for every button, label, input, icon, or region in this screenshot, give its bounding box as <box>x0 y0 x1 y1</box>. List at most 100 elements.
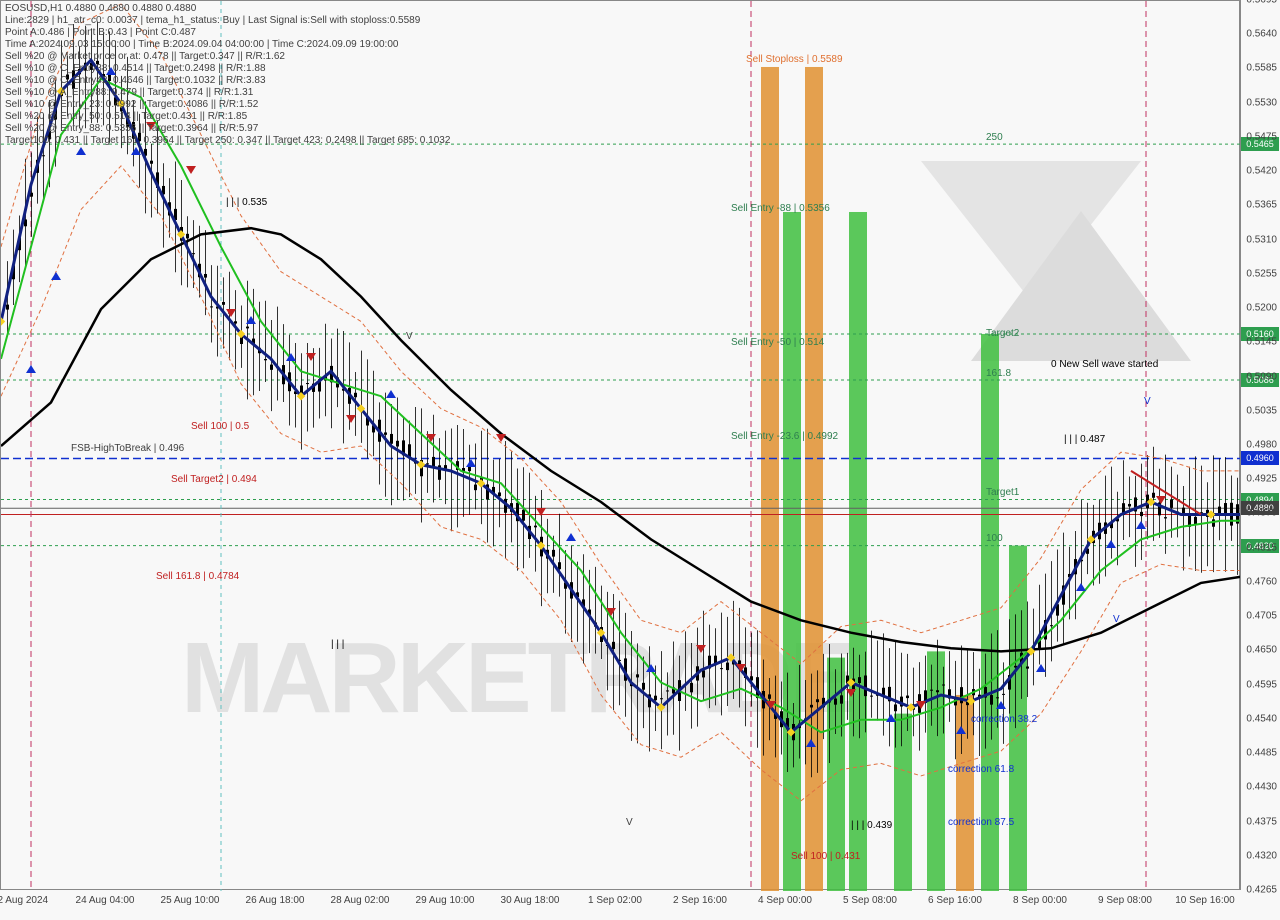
ytick-label: 0.4870 <box>1246 508 1277 519</box>
arrow-down-icon <box>1156 496 1166 506</box>
ytick-label: 0.4705 <box>1246 611 1277 622</box>
xtick-label: 28 Aug 02:00 <box>331 895 390 906</box>
ytick-label: 0.5200 <box>1246 303 1277 314</box>
xtick-label: 6 Sep 16:00 <box>928 895 982 906</box>
arrow-up-icon <box>806 737 816 747</box>
ytick-label: 0.4430 <box>1246 782 1277 793</box>
info-line: Line:2829 | h1_atr_c0: 0.0037 | tema_h1_… <box>5 15 420 26</box>
info-line: Sell %20 @ Entry_50: 0.514 || Target:0.4… <box>5 111 247 122</box>
plot-area[interactable]: MARKETRADE EOSUSD,H1 0.4880 0.4880 0.488… <box>0 0 1240 890</box>
info-line: Sell %10 @ Entry_23: 0.4992 || Target:0.… <box>5 99 258 110</box>
xtick-label: 5 Sep 08:00 <box>843 895 897 906</box>
ytick-label: 0.5035 <box>1246 405 1277 416</box>
xtick-label: 2 Sep 16:00 <box>673 895 727 906</box>
info-line: Time A:2024.09.03 15:00:00 | Time B:2024… <box>5 39 398 50</box>
arrow-up-icon <box>996 699 1006 709</box>
ytick-label: 0.4595 <box>1246 679 1277 690</box>
ytick-label: 0.4320 <box>1246 850 1277 861</box>
annotation-label: | | | <box>331 639 344 650</box>
annotation-label: | | | 0.439 <box>851 820 892 831</box>
arrow-up-icon <box>1076 581 1086 591</box>
xtick-label: 1 Sep 02:00 <box>588 895 642 906</box>
info-line: Point A:0.486 | Point B:0.43 | Point C:0… <box>5 27 196 38</box>
ytick-label: 0.4265 <box>1246 885 1277 896</box>
arrow-up-icon <box>466 457 476 467</box>
ytick-label: 0.5310 <box>1246 234 1277 245</box>
info-line: EOSUSD,H1 0.4880 0.4880 0.4880 0.4880 <box>5 3 196 14</box>
arrow-down-icon <box>496 434 506 444</box>
xtick-label: 30 Aug 18:00 <box>501 895 560 906</box>
annotation-label: Sell 161.8 | 0.4784 <box>156 571 239 582</box>
arrow-up-icon <box>26 363 36 373</box>
ytick-label: 0.5530 <box>1246 97 1277 108</box>
y-axis: 0.42650.43200.43750.44300.44850.45400.45… <box>1240 0 1280 890</box>
arrow-up-icon <box>1106 538 1116 548</box>
arrow-up-icon <box>386 388 396 398</box>
annotation-label: correction 38.2 <box>971 714 1037 725</box>
annotation-label: | | | 0.535 <box>226 197 267 208</box>
ytick-label: 0.5640 <box>1246 29 1277 40</box>
xtick-label: 29 Aug 10:00 <box>416 895 475 906</box>
annotation-label: Sell Entry -88 | 0.5356 <box>731 203 830 214</box>
arrow-up-icon <box>76 145 86 155</box>
arrow-down-icon <box>306 353 316 363</box>
xtick-label: 25 Aug 10:00 <box>161 895 220 906</box>
info-line: Target100: 0.431 || Target 161: 0.3964 |… <box>5 135 450 146</box>
annotation-label: 100 <box>986 533 1003 544</box>
annotation-label: 250 <box>986 132 1003 143</box>
annotation-label: Sell 100 | 0.5 <box>191 421 249 432</box>
ytick-label: 0.5090 <box>1246 371 1277 382</box>
annotation-label: correction 87.5 <box>948 817 1014 828</box>
arrow-down-icon <box>916 701 926 711</box>
annotation-label: | | | 0.487 <box>1064 434 1105 445</box>
arrow-up-icon <box>131 145 141 155</box>
arrow-down-icon <box>426 434 436 444</box>
annotation-label: 0 New Sell wave started <box>1051 359 1158 370</box>
info-line: Sell %20 @ Entry_88: 0.5356 || Target:0.… <box>5 123 258 134</box>
info-line: Sell %10 @ C_Entry42: 0.4646 || Target:0… <box>5 75 266 86</box>
arrow-down-icon <box>766 701 776 711</box>
arrow-up-icon <box>886 712 896 722</box>
xtick-label: 4 Sep 00:00 <box>758 895 812 906</box>
arrow-up-icon <box>246 314 256 324</box>
arrow-down-icon <box>606 608 616 618</box>
annotation-label: V <box>1113 614 1120 625</box>
ytick-label: 0.5255 <box>1246 268 1277 279</box>
ytick-label: 0.4375 <box>1246 816 1277 827</box>
ytick-label: 0.5365 <box>1246 200 1277 211</box>
annotation-label: Sell 100 | 0.431 <box>791 851 860 862</box>
info-line: Sell %10 @ A_Entry88: 0.479 || Target:0.… <box>5 87 253 98</box>
annotation-label: V <box>1144 396 1151 407</box>
annotation-label: FSB-HighToBreak | 0.496 <box>71 443 184 454</box>
chart-container: MARKETRADE EOSUSD,H1 0.4880 0.4880 0.488… <box>0 0 1280 920</box>
arrow-down-icon <box>846 689 856 699</box>
ytick-label: 0.4760 <box>1246 576 1277 587</box>
xtick-label: 22 Aug 2024 <box>0 895 48 906</box>
arrow-down-icon <box>226 309 236 319</box>
annotation-label: Target1 <box>986 487 1019 498</box>
ytick-label: 0.5585 <box>1246 63 1277 74</box>
annotation-label: Sell Entry -50 | 0.514 <box>731 337 824 348</box>
info-line: Sell %20 @ Market price or at: 0.478 || … <box>5 51 285 62</box>
arrow-up-icon <box>1036 662 1046 672</box>
xtick-label: 10 Sep 16:00 <box>1175 895 1235 906</box>
arrow-up-icon <box>956 724 966 734</box>
ytick-label: 0.4980 <box>1246 440 1277 451</box>
arrow-down-icon <box>346 415 356 425</box>
ytick-label: 0.5420 <box>1246 166 1277 177</box>
arrow-down-icon <box>696 645 706 655</box>
arrow-down-icon <box>186 166 196 176</box>
x-axis: 22 Aug 2024 24 Aug 04:00 25 Aug 10:00 26 Au… <box>0 890 1240 920</box>
xtick-label: 26 Aug 18:00 <box>246 895 305 906</box>
ytick-label: 0.4650 <box>1246 645 1277 656</box>
xtick-label: 24 Aug 04:00 <box>76 895 135 906</box>
xtick-label: 8 Sep 00:00 <box>1013 895 1067 906</box>
arrow-up-icon <box>286 351 296 361</box>
annotation-label: 161.8 <box>986 368 1011 379</box>
ytick-label: 0.4540 <box>1246 713 1277 724</box>
ytick-label: 0.4815 <box>1246 542 1277 553</box>
annotation-label: V <box>626 817 633 828</box>
ytick-label: 0.4485 <box>1246 748 1277 759</box>
arrow-up-icon <box>51 270 61 280</box>
annotation-label: correction 61.8 <box>948 764 1014 775</box>
